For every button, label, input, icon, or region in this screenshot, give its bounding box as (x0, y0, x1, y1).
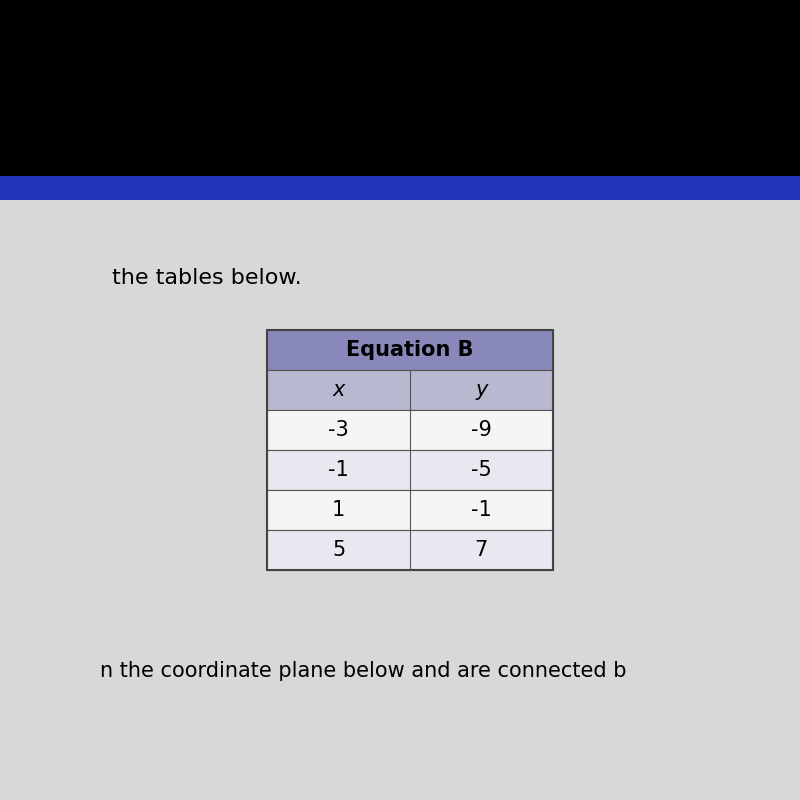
Text: Equation B: Equation B (346, 340, 474, 360)
Text: -1: -1 (328, 460, 349, 480)
Text: y: y (475, 380, 487, 400)
FancyBboxPatch shape (267, 370, 553, 410)
Text: 1: 1 (332, 500, 346, 520)
Text: -1: -1 (471, 500, 492, 520)
FancyBboxPatch shape (267, 330, 553, 370)
FancyBboxPatch shape (267, 490, 553, 530)
Text: -3: -3 (328, 420, 349, 440)
FancyBboxPatch shape (267, 530, 553, 570)
FancyBboxPatch shape (267, 410, 553, 450)
Text: 5: 5 (332, 540, 346, 560)
Text: the tables below.: the tables below. (112, 269, 302, 289)
Text: 7: 7 (474, 540, 488, 560)
Text: -5: -5 (471, 460, 492, 480)
Text: x: x (333, 380, 345, 400)
Text: n the coordinate plane below and are connected b: n the coordinate plane below and are con… (100, 661, 626, 682)
Text: -9: -9 (471, 420, 492, 440)
FancyBboxPatch shape (267, 450, 553, 490)
